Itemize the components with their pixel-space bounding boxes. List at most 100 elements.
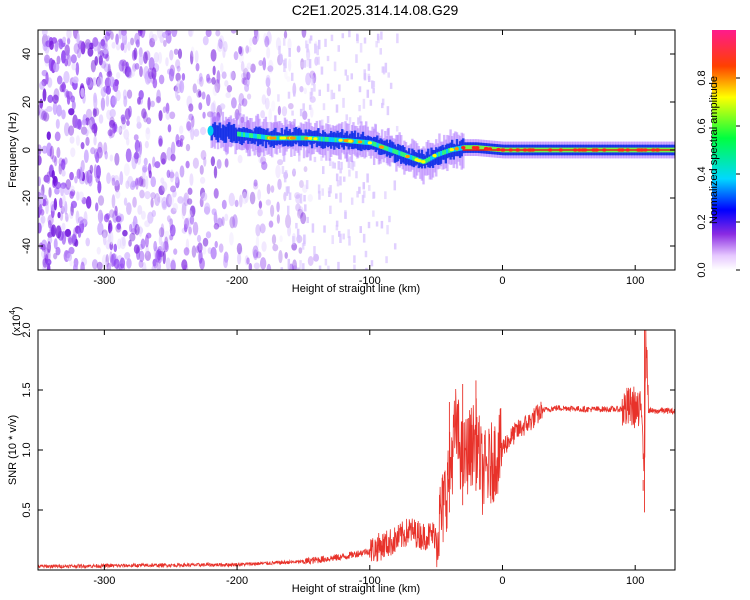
heatmap-noise-cell	[150, 176, 157, 188]
heatmap-noise-cell	[287, 258, 291, 269]
heatmap-noise-cell	[306, 216, 309, 224]
heatmap-noise-cell	[270, 185, 275, 193]
heatmap-noise-cell	[266, 263, 272, 270]
heatmap-noise-cell	[173, 248, 178, 255]
heatmap-noise-cell	[40, 215, 46, 224]
heatmap-noise-cell	[309, 91, 313, 100]
heatmap-noise-cell	[77, 118, 82, 131]
heatmap-noise-cell	[98, 114, 104, 124]
heatmap-noise-cell	[320, 155, 323, 161]
heatmap-noise-cell	[69, 136, 75, 144]
heatmap-noise-cell	[367, 63, 371, 71]
heatmap-noise-cell	[258, 60, 264, 67]
heatmap-noise-cell	[134, 63, 140, 70]
heatmap-noise-cell	[45, 72, 49, 85]
heatmap-noise-cell	[348, 117, 352, 125]
heatmap-noise-cell	[322, 166, 325, 175]
heatmap-noise-cell	[83, 211, 88, 225]
heatmap-noise-cell	[287, 225, 292, 237]
heatmap-noise-cell	[338, 84, 341, 92]
heatmap-noise-cell	[249, 37, 253, 47]
heatmap-noise-cell	[168, 68, 175, 82]
heatmap-ridge-core	[448, 148, 451, 153]
heatmap-noise-cell	[278, 45, 281, 55]
heatmap-ridge-core	[302, 135, 305, 141]
heatmap-noise-cell	[188, 30, 194, 38]
heatmap-noise-cell	[179, 134, 185, 141]
heatmap-ridge-hotspot	[343, 139, 348, 143]
heatmap-noise-cell	[285, 214, 292, 229]
x-tick-label: -300	[93, 275, 115, 287]
heatmap-noise-cell	[266, 46, 271, 59]
heatmap-noise-cell	[128, 239, 132, 247]
heatmap-noise-cell	[228, 192, 235, 207]
heatmap-noise-cell	[223, 255, 229, 269]
heatmap-noise-cell	[39, 208, 45, 216]
heatmap-noise-cell	[154, 192, 161, 207]
heatmap-noise-cell	[178, 125, 184, 135]
heatmap-noise-cell	[66, 30, 72, 40]
heatmap-noise-cell	[72, 76, 79, 84]
heatmap-noise-cell	[348, 236, 351, 246]
heatmap-noise-cell	[241, 72, 247, 80]
heatmap-noise-cell	[56, 55, 61, 65]
heatmap-ridge-hotspot	[304, 136, 309, 140]
heatmap-noise-cell	[165, 257, 171, 270]
heatmap-noise-cell	[65, 216, 69, 223]
heatmap-noise-cell	[329, 205, 332, 214]
heatmap-ridge-core	[400, 151, 403, 157]
heatmap-ridge-band	[404, 150, 408, 166]
heatmap-noise-cell	[371, 80, 374, 89]
heatmap-noise-cell	[96, 246, 101, 255]
heatmap-ridge-hotspot	[522, 148, 528, 152]
heatmap-ridge-hotspot	[461, 146, 466, 150]
heatmap-noise-cell	[147, 97, 151, 111]
heatmap-noise-cell	[264, 37, 271, 46]
heatmap-noise-cell	[169, 224, 176, 237]
heatmap-noise-cell	[270, 204, 275, 217]
heatmap-noise-cell	[282, 38, 286, 46]
heatmap-noise-cell	[337, 261, 340, 270]
heatmap-noise-cell	[65, 49, 70, 60]
heatmap-noise-cell	[303, 166, 308, 173]
heatmap-noise-cell	[153, 51, 160, 63]
heatmap-noise-cell	[197, 242, 203, 253]
heatmap-noise-cell	[41, 145, 48, 154]
heatmap-noise-cell	[152, 258, 158, 269]
heatmap-noise-cell	[169, 49, 174, 61]
heatmap-noise-cell	[241, 98, 248, 107]
heatmap-noise-cell	[303, 194, 306, 202]
heatmap-ridge-core	[324, 136, 327, 142]
heatmap-noise-cell	[71, 62, 77, 71]
heatmap-ridge-core	[330, 137, 333, 143]
heatmap-noise-cell	[52, 94, 59, 104]
heatmap-noise-cell	[245, 45, 250, 54]
heatmap-noise-cell	[347, 229, 350, 239]
heatmap-noise-cell	[194, 50, 199, 64]
heatmap-noise-cell	[284, 70, 288, 80]
heatmap-noise-cell	[339, 233, 342, 243]
heatmap-noise-cell	[375, 40, 378, 48]
heatmap-noise-cell	[240, 60, 245, 72]
heatmap-noise-cell	[252, 245, 259, 259]
heatmap-ridge-core	[298, 135, 301, 141]
heatmap-ridge-core	[256, 134, 260, 139]
heatmap-noise-cell	[202, 237, 209, 247]
heatmap-noise-cell	[107, 129, 113, 137]
heatmap-noise-cell	[68, 108, 75, 116]
heatmap-noise-cell	[214, 240, 218, 248]
heatmap-noise-cell	[358, 105, 361, 112]
heatmap-noise-cell	[224, 158, 229, 168]
heatmap-noise-cell	[69, 260, 73, 267]
heatmap-ridge-hotspot	[269, 136, 274, 140]
heatmap-noise-cell	[129, 232, 136, 242]
heatmap-noise-cell	[384, 62, 388, 73]
heatmap-noise-cell	[205, 231, 212, 239]
heatmap-noise-cell	[176, 65, 181, 72]
heatmap-noise-cell	[161, 31, 168, 39]
heatmap-noise-cell	[132, 215, 138, 230]
heatmap-noise-cell	[168, 218, 173, 225]
heatmap-noise-cell	[320, 119, 324, 129]
heatmap-noise-cell	[48, 187, 52, 198]
heatmap-noise-cell	[38, 222, 42, 234]
